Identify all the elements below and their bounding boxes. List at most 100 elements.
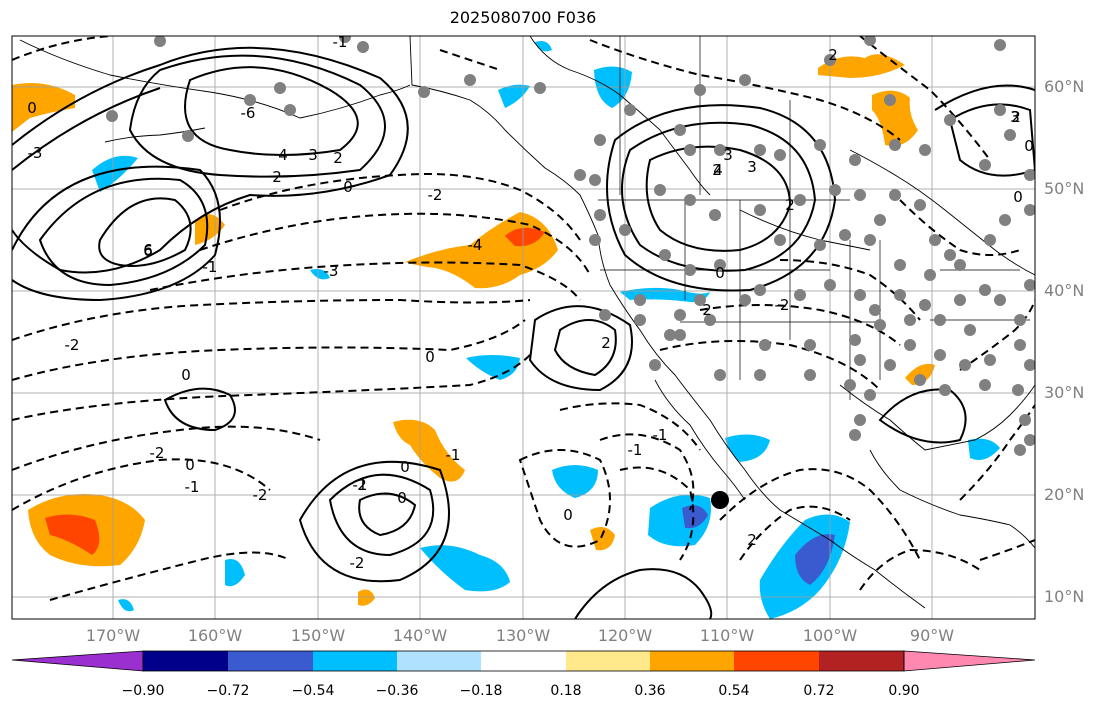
contour-label: 3 bbox=[308, 146, 318, 164]
latitude-label: 60°N bbox=[1044, 77, 1085, 96]
station-marker bbox=[994, 104, 1006, 116]
station-marker bbox=[1014, 444, 1026, 456]
station-marker bbox=[814, 139, 826, 151]
station-marker bbox=[824, 54, 836, 66]
station-marker bbox=[1014, 314, 1026, 326]
contour-label: 3 bbox=[723, 146, 733, 164]
station-marker bbox=[244, 94, 256, 106]
station-marker bbox=[106, 110, 118, 122]
shade-blue-alaska-1 bbox=[498, 84, 530, 108]
shade-red-west bbox=[45, 514, 100, 555]
longitude-label: 90°W bbox=[909, 626, 955, 645]
station-marker bbox=[674, 309, 686, 321]
station-marker bbox=[1019, 414, 1031, 426]
contour-label: 0 bbox=[563, 506, 573, 524]
contour-label: -1 bbox=[185, 478, 200, 496]
station-marker bbox=[984, 354, 996, 366]
colorbar-frame bbox=[142, 650, 905, 672]
station-marker bbox=[864, 234, 876, 246]
contour-label: 2 bbox=[785, 196, 795, 214]
station-marker bbox=[904, 314, 916, 326]
station-marker bbox=[619, 224, 631, 236]
station-marker bbox=[674, 124, 686, 136]
station-marker bbox=[884, 359, 896, 371]
longitude-label: 150°W bbox=[290, 626, 346, 645]
colorbar-tick-label: 0.90 bbox=[888, 683, 920, 699]
contour-label: -2 bbox=[428, 186, 443, 204]
shade-blue-south-1 bbox=[552, 465, 598, 498]
station-marker bbox=[654, 184, 666, 196]
station-marker bbox=[829, 184, 841, 196]
contour-label: 0 bbox=[181, 366, 191, 384]
colorbar-cell bbox=[313, 651, 397, 671]
station-marker bbox=[182, 130, 194, 142]
station-marker bbox=[869, 304, 881, 316]
station-marker bbox=[709, 209, 721, 221]
colorbar-cell bbox=[734, 651, 819, 671]
station-marker bbox=[849, 334, 861, 346]
station-marker bbox=[1024, 169, 1035, 181]
shade-red-central-pacific bbox=[505, 227, 545, 247]
station-marker bbox=[774, 234, 786, 246]
station-marker bbox=[889, 189, 901, 201]
shade-blue-baja bbox=[725, 434, 770, 462]
shade-blue-florida bbox=[968, 438, 1000, 461]
station-marker bbox=[944, 114, 956, 126]
longitude-label: 160°W bbox=[187, 626, 243, 645]
station-marker bbox=[714, 144, 726, 156]
shade-blue-west-2 bbox=[225, 559, 245, 587]
station-marker bbox=[914, 199, 926, 211]
contour-label: -2 bbox=[775, 296, 790, 314]
station-marker bbox=[959, 359, 971, 371]
contour-label: 2 bbox=[1011, 108, 1021, 126]
station-markers bbox=[106, 36, 1035, 456]
station-marker bbox=[979, 284, 991, 296]
longitude-label: 110°W bbox=[699, 626, 755, 645]
station-marker bbox=[999, 214, 1011, 226]
contour-label: 4 bbox=[713, 161, 723, 179]
contour-label: 2 bbox=[702, 301, 712, 319]
contour-label: 2 bbox=[601, 334, 611, 352]
contour-label: 2 bbox=[747, 531, 757, 549]
station-marker bbox=[814, 239, 826, 251]
shade-darkblue-mexico-south bbox=[795, 534, 835, 585]
contour-label: 0 bbox=[715, 264, 725, 282]
storm-marker bbox=[711, 491, 729, 509]
station-marker bbox=[919, 144, 931, 156]
station-marker bbox=[694, 84, 706, 96]
contour-label: 3 bbox=[1010, 108, 1020, 126]
contour-label: -1 bbox=[446, 446, 461, 464]
latitude-label: 30°N bbox=[1044, 383, 1085, 402]
contour-label: -1 bbox=[333, 33, 348, 51]
station-marker bbox=[849, 429, 861, 441]
station-marker bbox=[984, 234, 996, 246]
station-marker bbox=[874, 214, 886, 226]
contour-label: 2 bbox=[828, 46, 838, 64]
contour-label: -1 bbox=[353, 476, 368, 494]
station-marker bbox=[754, 204, 766, 216]
station-marker bbox=[684, 264, 696, 276]
shade-orange-hudson bbox=[872, 90, 918, 146]
shade-darkblue-mex-coast bbox=[682, 505, 708, 529]
station-marker bbox=[714, 259, 726, 271]
station-marker bbox=[884, 94, 896, 106]
contour-label: -2 bbox=[253, 486, 268, 504]
shade-orange-canada-north bbox=[818, 54, 905, 78]
station-marker bbox=[939, 384, 951, 396]
contour-label: 4 bbox=[278, 146, 288, 164]
colorbar-tick-label: −0.90 bbox=[121, 683, 165, 699]
shade-orange-small-2 bbox=[358, 589, 375, 606]
station-marker bbox=[684, 194, 696, 206]
latitude-label: 50°N bbox=[1044, 179, 1085, 198]
shade-orange-dateline bbox=[195, 214, 225, 245]
longitude-label: 100°W bbox=[802, 626, 858, 645]
station-marker bbox=[1024, 279, 1035, 291]
contour-label: -1 bbox=[653, 426, 668, 444]
station-marker bbox=[979, 379, 991, 391]
station-marker bbox=[754, 369, 766, 381]
contour-label: -2 bbox=[350, 554, 365, 572]
station-marker bbox=[594, 209, 606, 221]
longitude-label: 140°W bbox=[392, 626, 448, 645]
